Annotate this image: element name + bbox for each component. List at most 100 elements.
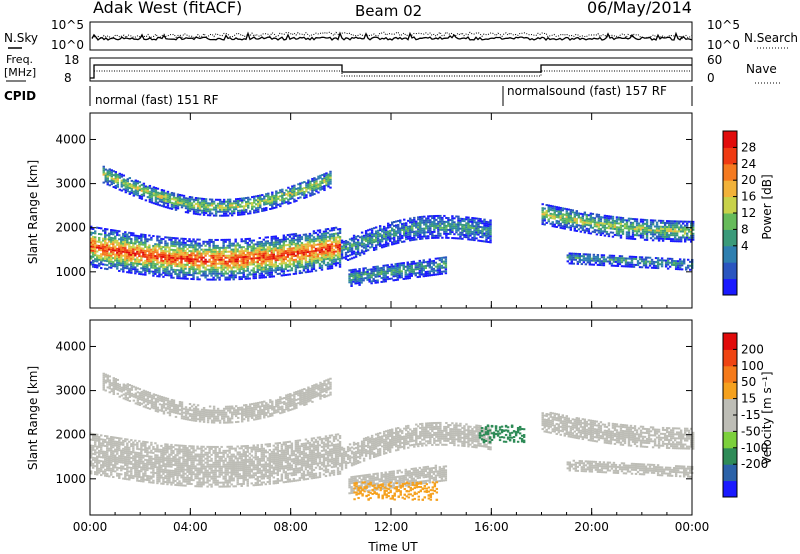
power-cell-2095 — [134, 181, 138, 184]
velocity-cell-134 — [106, 445, 109, 448]
power-cell-953 — [210, 250, 213, 253]
power-cell-3227 — [447, 224, 450, 227]
power-cell-3451 — [354, 280, 357, 283]
power-cell-1774 — [314, 269, 318, 272]
power-cell-1369 — [264, 276, 267, 279]
power-cell-3486 — [364, 277, 367, 280]
power-cell-1066 — [224, 246, 227, 249]
power-cell-904 — [204, 270, 207, 273]
power-cell-1794 — [316, 243, 320, 246]
power-cell-3928 — [581, 227, 585, 230]
power-cell-60 — [98, 264, 101, 267]
power-cell-1495 — [278, 250, 282, 253]
power-cell-2771 — [344, 255, 348, 258]
power-cell-1726 — [308, 260, 312, 263]
power-cell-2856 — [364, 239, 368, 242]
power-cell-68 — [98, 240, 101, 243]
power-cell-318 — [130, 269, 133, 272]
power-cell-1937 — [334, 262, 338, 265]
power-cell-4034 — [607, 227, 611, 230]
power-cell-582 — [164, 274, 167, 277]
power-cell-2017 — [110, 169, 113, 172]
power-cell-4250 — [661, 233, 665, 236]
power-cell-2241 — [176, 199, 180, 202]
power-cell-4528 — [628, 265, 632, 268]
power-cell-560 — [160, 253, 163, 256]
power-cell-2230 — [174, 208, 178, 211]
power-cell-2948 — [384, 229, 388, 232]
power-cell-2263 — [184, 211, 188, 214]
power-cell-855 — [196, 254, 199, 257]
power-cell-4150 — [635, 220, 639, 223]
power-cell-1437 — [270, 239, 274, 242]
power-cell-4051 — [611, 225, 615, 228]
power-cell-3192 — [439, 228, 442, 231]
power-cell-2864 — [366, 243, 370, 246]
power-cell-1511 — [280, 254, 284, 257]
power-cell-1209 — [244, 277, 247, 280]
power-cell-487 — [150, 250, 153, 253]
power-cell-3164 — [433, 228, 436, 231]
power-cell-2918 — [378, 235, 382, 238]
power-cell-1160 — [236, 244, 239, 247]
power-cell-4464 — [598, 262, 602, 265]
power-cell-1483 — [276, 243, 280, 246]
power-cell-2232 — [174, 204, 178, 207]
power-cell-3706 — [428, 262, 432, 265]
power-cell-430 — [144, 271, 147, 274]
power-cell-1010 — [218, 276, 221, 279]
power-cell-2435 — [232, 206, 236, 209]
power-cell-3757 — [444, 266, 448, 269]
power-cell-1091 — [228, 256, 231, 259]
power-cell-2030 — [114, 173, 117, 176]
power-cell-1685 — [302, 247, 306, 250]
power-cell-4121 — [629, 227, 633, 230]
power-cell-715 — [180, 277, 183, 280]
power-cell-2607 — [287, 200, 290, 203]
power-cell-341 — [132, 256, 135, 259]
power-cell-690 — [176, 253, 179, 256]
power-cell-238 — [120, 250, 123, 253]
power-cell-2306 — [196, 211, 200, 214]
power-cell-1397 — [266, 250, 269, 253]
power-cell-3248 — [451, 215, 454, 218]
power-cell-2770 — [344, 257, 348, 260]
power-cell-846 — [196, 278, 199, 281]
power-cell-3078 — [415, 232, 418, 235]
power-cell-3643 — [410, 270, 413, 273]
power-cell-1434 — [270, 247, 274, 250]
power-cell-1259 — [250, 261, 253, 264]
power-cell-2917 — [378, 239, 382, 242]
power-cell-1534 — [282, 240, 286, 243]
power-cell-3283 — [461, 233, 464, 236]
power-cell-2438 — [234, 208, 238, 211]
power-cell-1325 — [258, 252, 261, 255]
power-cell-3256 — [455, 237, 458, 240]
power-cell-3431 — [348, 277, 351, 280]
power-cell-2343 — [204, 200, 208, 203]
power-cell-3864 — [565, 222, 568, 225]
power-cell-2173 — [158, 198, 162, 201]
power-cell-187 — [114, 253, 117, 256]
power-cell-2012 — [110, 179, 113, 182]
power-cell-3621 — [404, 273, 407, 276]
power-cell-4261 — [663, 229, 667, 232]
power-cell-2696 — [313, 181, 316, 184]
power-cell-2348 — [206, 206, 210, 209]
power-cell-2524 — [261, 209, 264, 212]
velocity-cell-39 — [94, 439, 97, 442]
power-cell-2416 — [226, 202, 230, 205]
power-cell-3173 — [435, 234, 438, 237]
power-cell-4345 — [681, 222, 685, 225]
power-cell-2284 — [188, 198, 192, 201]
power-cell-2450 — [236, 199, 240, 202]
power-cell-2857 — [364, 238, 368, 240]
power-cell-1345 — [260, 252, 263, 255]
power-cell-3452 — [354, 278, 357, 281]
power-cell-2773 — [344, 251, 348, 254]
power-cell-3458 — [356, 282, 359, 285]
power-cell-3352 — [475, 233, 478, 236]
power-cell-2191 — [162, 193, 166, 196]
power-cell-1752 — [310, 244, 314, 247]
power-cell-776 — [186, 253, 189, 256]
